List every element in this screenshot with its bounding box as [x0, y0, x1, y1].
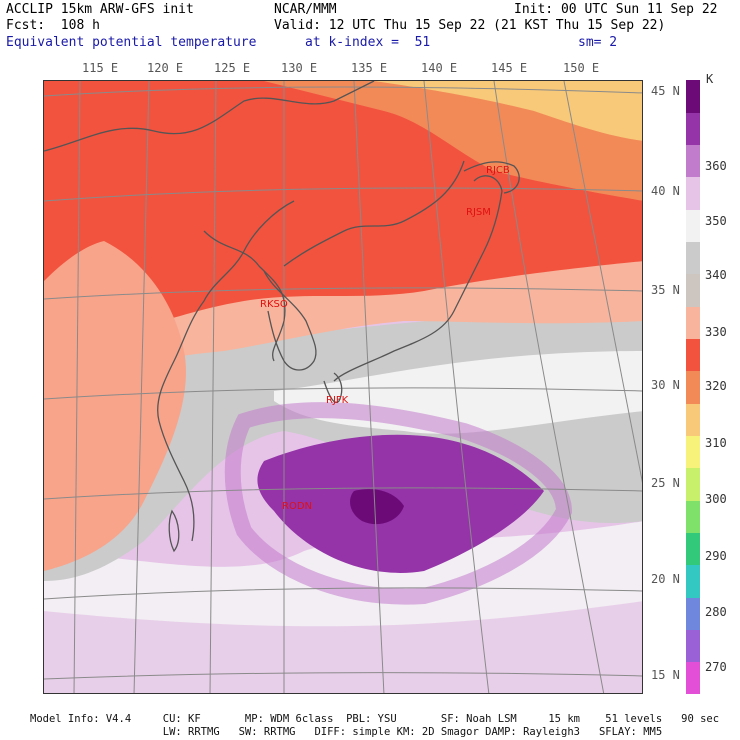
legend-bin [686, 241, 700, 275]
stations: RJCB RJSM RKSO RJFK RODN [260, 165, 510, 512]
lon-label: 145 E [491, 61, 528, 75]
center-org: NCAR/MMM [274, 2, 337, 17]
legend-bin [686, 338, 700, 372]
legend-bin [686, 144, 700, 178]
legend-tick: 330 [705, 325, 727, 339]
station-rkso: RKSO [260, 299, 288, 310]
station-rodn: RODN [282, 501, 312, 512]
legend-tick: 290 [705, 549, 727, 563]
lat-label: 45 N [651, 84, 680, 98]
smoothing: sm= 2 [578, 35, 618, 50]
forecast-hour: Fcst: 108 h [6, 18, 100, 33]
lon-label: 115 E [82, 61, 119, 75]
station-rjcb: RJCB [486, 165, 510, 176]
legend-tick: 350 [705, 214, 727, 228]
legend-tick: 310 [705, 436, 727, 450]
lat-label: 30 N [651, 378, 680, 392]
lat-label: 15 N [651, 668, 680, 682]
station-rjsm: RJSM [466, 207, 491, 218]
legend-bin [686, 209, 700, 243]
legend-bin [686, 629, 700, 663]
coastlines [44, 81, 520, 553]
legend-bin [686, 564, 700, 598]
lon-label: 140 E [421, 61, 458, 75]
legend-bin [686, 467, 700, 501]
lon-label: 125 E [214, 61, 251, 75]
legend-bin [686, 80, 700, 113]
region-dark-purple [350, 489, 404, 525]
region-violet-ring [224, 402, 573, 605]
field-name: Equivalent potential temperature [6, 35, 257, 50]
lat-label: 25 N [651, 476, 680, 490]
lat-label: 20 N [651, 572, 680, 586]
legend-bin [686, 273, 700, 307]
region-peach [374, 81, 642, 141]
lon-label: 150 E [563, 61, 600, 75]
legend-tick: 300 [705, 492, 727, 506]
legend-tick: 270 [705, 660, 727, 674]
legend-tick: 360 [705, 159, 727, 173]
lat-label: 35 N [651, 283, 680, 297]
color-legend [686, 80, 700, 695]
lon-label: 135 E [351, 61, 388, 75]
legend-bin [686, 532, 700, 566]
region-white-south [44, 521, 642, 627]
legend-bin [686, 435, 700, 469]
legend-bin [686, 112, 700, 146]
lon-label: 130 E [281, 61, 318, 75]
region-salmon-inland [44, 241, 186, 571]
init-time: Init: 00 UTC Sun 11 Sep 22 [514, 2, 718, 17]
model-info: Model Info: V4.4 CU: KF MP: WDM 6class P… [30, 713, 720, 725]
legend-bin [686, 370, 700, 404]
legend-unit: K [706, 72, 714, 86]
legend-bin [686, 306, 700, 340]
legend-tick: 320 [705, 379, 727, 393]
legend-tick: 340 [705, 268, 727, 282]
legend-bin [686, 403, 700, 436]
lon-label: 120 E [147, 61, 184, 75]
model-title: ACCLIP 15km ARW-GFS init [6, 2, 194, 17]
lat-label: 40 N [651, 184, 680, 198]
k-index: at k-index = 51 [305, 35, 431, 50]
model-physics: LW: RRTMG SW: RRTMG DIFF: simple KM: 2D … [30, 726, 663, 738]
theta-e-map: RJCB RJSM RKSO RJFK RODN [43, 80, 643, 694]
legend-bin [686, 597, 700, 630]
legend-bin [686, 500, 700, 533]
valid-time: Valid: 12 UTC Thu 15 Sep 22 (21 KST Thu … [274, 18, 666, 33]
station-rjfk: RJFK [326, 395, 349, 406]
legend-bin [686, 661, 700, 695]
legend-bin [686, 176, 700, 210]
region-red [44, 81, 642, 561]
legend-tick: 280 [705, 605, 727, 619]
